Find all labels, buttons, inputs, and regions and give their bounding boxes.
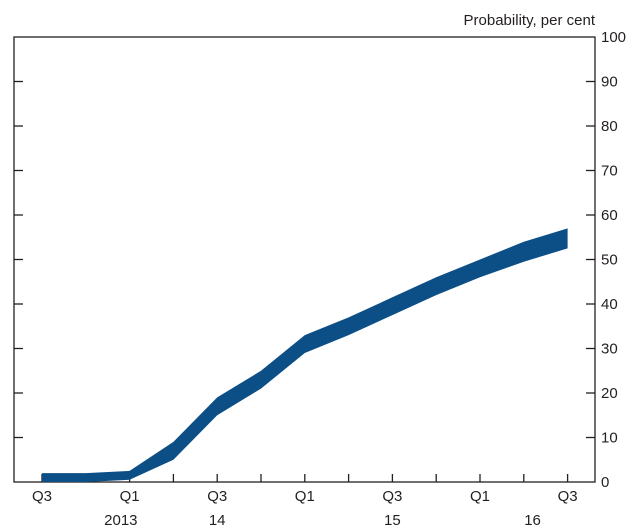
probability-band	[42, 228, 568, 482]
y-tick-label: 70	[601, 163, 618, 180]
y-tick-label: 60	[601, 207, 618, 224]
x-tick-label: Q3	[558, 488, 578, 505]
x-tick-label: Q3	[32, 488, 52, 505]
year-label: 15	[384, 512, 401, 529]
y-tick-label: 50	[601, 252, 618, 269]
y-axis-label: Probability, per cent	[464, 12, 596, 29]
year-label: 2013	[104, 512, 137, 529]
year-label: 16	[524, 512, 541, 529]
x-tick-label: Q1	[120, 488, 140, 505]
x-tick-label: Q3	[382, 488, 402, 505]
y-tick-label: 10	[601, 430, 618, 447]
y-tick-label: 30	[601, 341, 618, 358]
y-tick-label: 40	[601, 296, 618, 313]
y-tick-label: 90	[601, 74, 618, 91]
y-tick-label: 80	[601, 118, 618, 135]
year-label: 14	[209, 512, 226, 529]
y-tick-label: 0	[601, 474, 609, 491]
y-tick-label: 100	[601, 29, 626, 46]
x-tick-label: Q1	[470, 488, 490, 505]
y-tick-label: 20	[601, 385, 618, 402]
x-tick-label: Q1	[295, 488, 315, 505]
x-tick-label: Q3	[207, 488, 227, 505]
chart-marks: 0 10 20 30 40 50 60 70 80 90 100 Q3 Q1 Q3 Q1 Q3 Q1 Q3 2013…	[14, 29, 626, 529]
